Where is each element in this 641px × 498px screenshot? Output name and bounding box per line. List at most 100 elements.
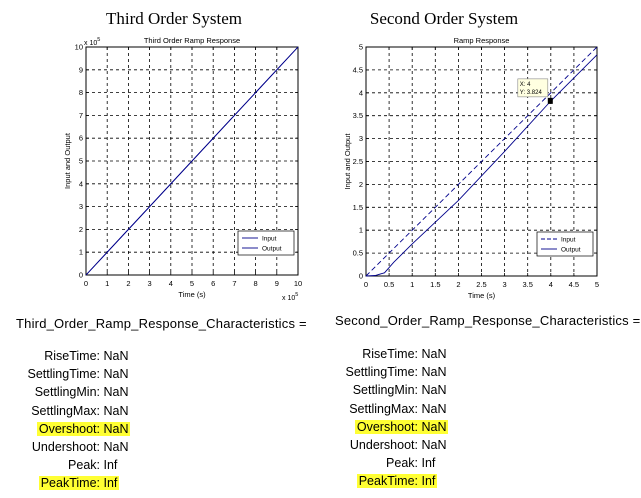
left-characteristic-row-text: SettlingMax: NaN — [31, 403, 129, 418]
left-characteristic-row: Undershoot: NaN — [32, 439, 129, 456]
right-characteristic-row-text: Undershoot: NaN — [349, 438, 447, 452]
y-multiplier-exp: 5 — [97, 37, 100, 43]
x-tick-label: 4 — [549, 280, 553, 289]
y-tick-label: 3.5 — [353, 111, 363, 120]
y-tick-label: 4 — [359, 88, 363, 97]
y-axis-label: Input and Output — [63, 132, 72, 189]
right-characteristics-heading: Second_Order_Ramp_Response_Characteristi… — [335, 313, 641, 328]
left-characteristic-row: Peak: Inf — [68, 457, 117, 474]
datatip: X: 4 Y: 3.824 — [517, 78, 553, 104]
y-tick-label: 5 — [359, 43, 363, 52]
left-characteristic-row: RiseTime: NaN — [44, 348, 128, 365]
legend-box — [237, 230, 295, 256]
y-tick-label: 2.5 — [353, 157, 363, 166]
x-tick-label: 0 — [84, 279, 88, 288]
left-characteristic-row: Overshoot: NaN — [36, 421, 131, 438]
left-characteristic-row: PeakTime: Inf — [38, 475, 120, 492]
y-tick-label: 0 — [79, 271, 83, 280]
x-tick-label: 5 — [190, 279, 194, 288]
y-tick-label: 4.5 — [353, 65, 363, 74]
right-characteristic-row: SettlingMin: NaN — [353, 382, 447, 399]
y-tick-label: 2 — [79, 225, 83, 234]
y-tick-label: 10 — [75, 43, 83, 52]
chart-title: Third Order Ramp Response — [144, 36, 240, 45]
left-characteristic-row-text: Undershoot: NaN — [31, 440, 129, 454]
left-figure-title: Third Order System — [106, 9, 242, 28]
legend-box — [536, 231, 594, 257]
right-characteristic-row-text: SettlingTime: NaN — [345, 365, 447, 380]
x-tick-label: 3 — [148, 279, 152, 288]
y-tick-label: 0.5 — [353, 249, 363, 258]
x-tick-label: 6 — [211, 279, 215, 288]
x-tick-label: 8 — [254, 279, 258, 288]
datatip-x: X: 4 — [520, 82, 531, 88]
series-line-output — [85, 46, 299, 276]
legend: Input Output — [237, 230, 295, 256]
right-characteristic-row: Undershoot: NaN — [350, 437, 447, 454]
left-characteristic-row: SettlingMax: NaN — [31, 403, 128, 420]
left-characteristic-row: SettlingTime: NaN — [28, 366, 129, 383]
right-characteristic-row: RiseTime: NaN — [362, 346, 446, 363]
x-tick-label: 3 — [503, 280, 507, 289]
x-tick-label: 2 — [126, 279, 130, 288]
right-characteristic-row-text: Peak: Inf — [386, 456, 436, 471]
right-characteristic-row: SettlingMax: NaN — [349, 401, 446, 418]
y-tick-label: 0 — [359, 272, 363, 281]
x-tick-label: 2 — [456, 280, 460, 289]
y-tick-label: 3 — [359, 134, 363, 143]
left-characteristic-row-text: Overshoot: NaN — [36, 421, 131, 436]
x-axis-label: Time (s) — [468, 291, 496, 300]
chart-title: Ramp Response — [454, 36, 510, 45]
y-tick-label: 1.5 — [353, 203, 363, 212]
chart-1: 0 1 2 3 4 5 6 7 8 9 10 0 1 2 3 4 5 6 7 8 9 10 Third Order Ramp… — [63, 36, 302, 302]
x-tick-label: 0.5 — [384, 280, 394, 289]
left-characteristic-row: SettlingMin: NaN — [35, 384, 129, 401]
legend-label: Input — [561, 237, 576, 244]
y-tick-label: 7 — [79, 111, 83, 120]
left-characteristic-row-text: Peak: Inf — [68, 458, 118, 473]
right-characteristic-row-text: SettlingMax: NaN — [349, 401, 447, 416]
left-characteristics-heading: Third_Order_Ramp_Response_Characteristic… — [16, 316, 307, 331]
legend-label: Output — [561, 247, 581, 254]
y-tick-label: 1 — [359, 226, 363, 235]
series-line-input — [365, 46, 598, 277]
x-tick-label: 1.5 — [430, 280, 440, 289]
x-tick-label: 2.5 — [476, 280, 486, 289]
y-tick-label: 9 — [79, 65, 83, 74]
right-characteristic-row: Overshoot: NaN — [354, 419, 449, 436]
x-tick-label: 1 — [410, 280, 414, 289]
left-characteristic-row-text: PeakTime: Inf — [38, 476, 120, 491]
y-tick-label: 6 — [79, 134, 83, 143]
y-tick-label: 2 — [359, 180, 363, 189]
y-tick-label: 8 — [79, 88, 83, 97]
left-characteristic-row-text: SettlingMin: NaN — [34, 385, 129, 400]
x-tick-label: 3.5 — [522, 280, 532, 289]
legend-label: Input — [262, 236, 277, 243]
x-tick-label: 5 — [595, 280, 599, 289]
right-characteristic-row-text: RiseTime: NaN — [362, 347, 447, 361]
x-tick-label: 10 — [294, 279, 302, 288]
y-tick-label: 4 — [79, 179, 83, 188]
datatip-box — [517, 78, 549, 98]
y-tick-label: 3 — [79, 202, 83, 211]
right-characteristic-row: Peak: Inf — [386, 455, 435, 472]
x-tick-label: 1 — [105, 279, 109, 288]
right-characteristic-row-text: Overshoot: NaN — [354, 419, 449, 434]
y-axis-label: Input and Output — [343, 133, 352, 190]
legend-label: Output — [262, 246, 282, 253]
x-tick-label: 4.5 — [569, 280, 579, 289]
right-figure-title: Second Order System — [369, 9, 519, 28]
left-characteristic-row-text: RiseTime: NaN — [44, 349, 129, 363]
series-line-output — [365, 54, 598, 277]
x-tick-label: 4 — [169, 279, 173, 288]
y-multiplier: x 105 — [84, 37, 100, 47]
right-characteristic-row: PeakTime: Inf — [356, 473, 438, 490]
right-characteristic-row-text: PeakTime: Inf — [356, 474, 438, 489]
x-axis-label: Time (s) — [178, 290, 206, 299]
y-tick-label: 1 — [79, 248, 83, 257]
x-tick-label: 9 — [275, 279, 279, 288]
chart-2: 0 0.5 1 1.5 2 2.5 3 3.5 4 4.5 5 0 0.5 1 1.5 2 2.5 3 3.5 4 4.… — [343, 36, 599, 300]
datatip-y: Y: 3.824 — [520, 90, 543, 96]
right-characteristic-row-text: SettlingMin: NaN — [352, 383, 447, 398]
